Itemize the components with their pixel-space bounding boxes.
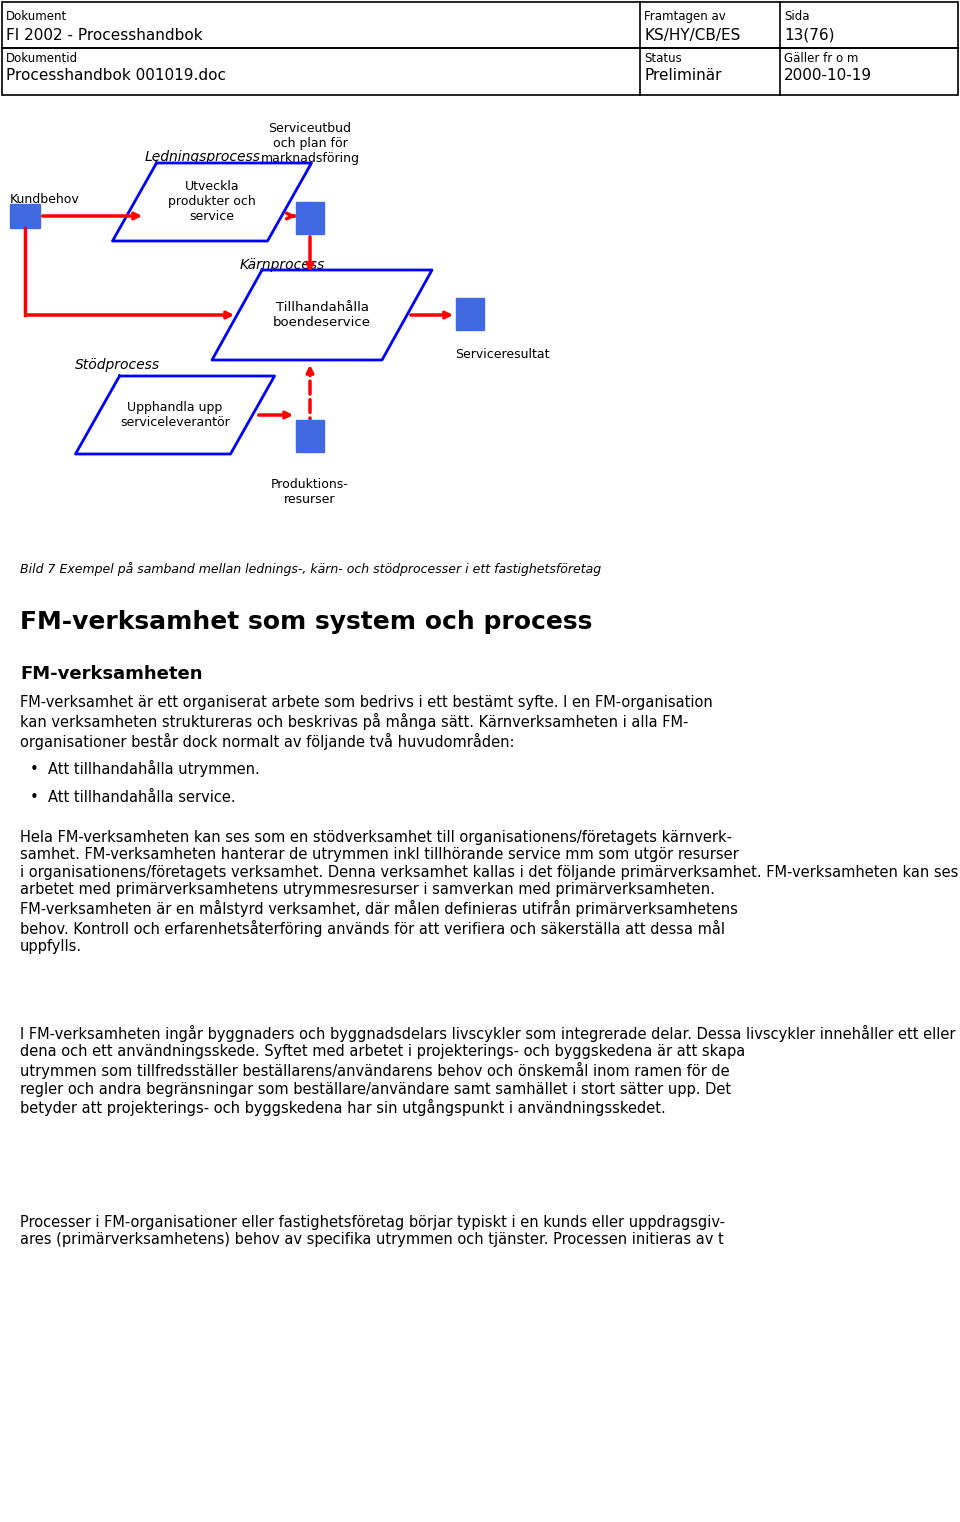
Text: Sida: Sida xyxy=(784,11,809,23)
Text: Hela FM-verksamheten kan ses som en stödverksamhet till organisationens/företage: Hela FM-verksamheten kan ses som en stöd… xyxy=(20,829,960,954)
Text: Kundbehov: Kundbehov xyxy=(10,193,80,205)
Text: Preliminär: Preliminär xyxy=(644,68,722,84)
Text: FI 2002 - Processhandbok: FI 2002 - Processhandbok xyxy=(6,27,203,43)
Text: Kärnprocess: Kärnprocess xyxy=(240,259,325,272)
Text: Bild 7 Exempel på samband mellan lednings-, kärn- och stödprocesser i ett fastig: Bild 7 Exempel på samband mellan ledning… xyxy=(20,562,601,575)
Text: Processhandbok 001019.doc: Processhandbok 001019.doc xyxy=(6,68,226,84)
Bar xyxy=(10,204,40,228)
Bar xyxy=(456,298,484,330)
Text: Framtagen av: Framtagen av xyxy=(644,11,726,23)
Text: 2000-10-19: 2000-10-19 xyxy=(784,68,872,84)
Bar xyxy=(2,49,958,94)
Text: Produktions-
resurser: Produktions- resurser xyxy=(271,478,348,505)
Text: Processer i FM-organisationer eller fastighetsföretag börjar typiskt i en kunds : Processer i FM-organisationer eller fast… xyxy=(20,1215,725,1248)
Text: Dokument: Dokument xyxy=(6,11,67,23)
Bar xyxy=(296,420,324,452)
Text: KS/HY/CB/ES: KS/HY/CB/ES xyxy=(644,27,740,43)
Text: FM-verksamhet som system och process: FM-verksamhet som system och process xyxy=(20,610,592,635)
Text: Tillhandahålla
boendeservice: Tillhandahålla boendeservice xyxy=(273,301,371,329)
Text: Dokumentid: Dokumentid xyxy=(6,52,78,65)
Text: Gäller fr o m: Gäller fr o m xyxy=(784,52,858,65)
Text: 13(76): 13(76) xyxy=(784,27,834,43)
Bar xyxy=(2,2,958,49)
Text: Status: Status xyxy=(644,52,682,65)
Text: FM-verksamheten: FM-verksamheten xyxy=(20,665,203,683)
Text: I FM-verksamheten ingår byggnaders och byggnadsdelars livscykler som integrerade: I FM-verksamheten ingår byggnaders och b… xyxy=(20,1024,960,1117)
Text: FM-verksamhet är ett organiserat arbete som bedrivs i ett bestämt syfte. I en FM: FM-verksamhet är ett organiserat arbete … xyxy=(20,696,712,750)
Text: Ledningsprocess: Ledningsprocess xyxy=(145,151,261,164)
Text: Serviceutbud
och plan för
marknadsföring: Serviceutbud och plan för marknadsföring xyxy=(260,122,359,164)
Text: Serviceresultat: Serviceresultat xyxy=(455,349,549,361)
Text: Upphandla upp
serviceleverantör: Upphandla upp serviceleverantör xyxy=(120,400,229,429)
Text: Stödprocess: Stödprocess xyxy=(75,358,160,371)
Text: Utveckla
produkter och
service: Utveckla produkter och service xyxy=(168,181,256,224)
Text: •  Att tillhandahålla utrymmen.: • Att tillhandahålla utrymmen. xyxy=(30,759,260,778)
Text: •  Att tillhandahålla service.: • Att tillhandahålla service. xyxy=(30,790,235,805)
Bar xyxy=(296,202,324,234)
